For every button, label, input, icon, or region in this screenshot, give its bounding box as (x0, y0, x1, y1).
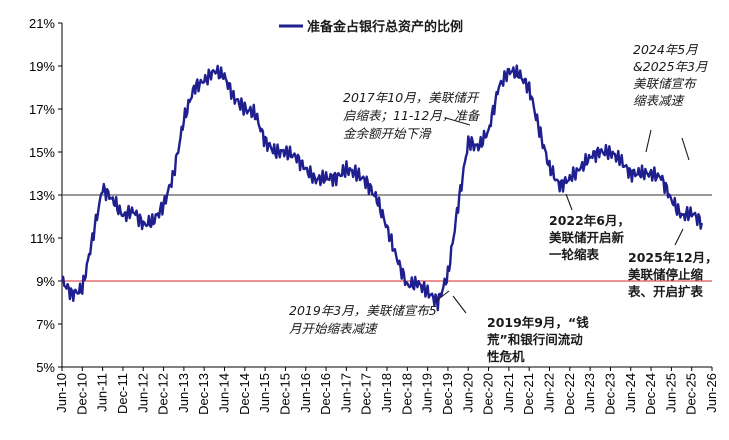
y-tick-label: 21% (29, 16, 55, 31)
annotation-marker (681, 137, 690, 161)
annotation-marker (435, 290, 450, 302)
x-tick-label: Dec-23 (602, 373, 617, 415)
annotations: 2017年10月，美联储开启缩表；11-12月，准备金余额开始下滑 2024年5月… (289, 42, 718, 364)
annotation-line: 2022年6月， (549, 213, 630, 228)
annotation-line: 美联储停止缩 (628, 267, 704, 282)
x-tick-label: Jun-10 (54, 373, 69, 413)
annotation-marker (674, 228, 684, 246)
x-tick-label: Jun-22 (542, 373, 557, 413)
y-tick-label: 15% (29, 145, 55, 160)
x-tick-label: Dec-25 (684, 373, 699, 415)
annotation-line: 2017年10月，美联储开 (343, 90, 480, 105)
x-tick-label: Jun-21 (501, 373, 516, 413)
annotation-1: 2017年10月，美联储开启缩表；11-12月，准备金余额开始下滑 (343, 90, 481, 141)
annotation-line: 2019年9月，“钱 (487, 315, 589, 330)
annotation-marker (565, 193, 573, 211)
series-line (60, 64, 703, 312)
annotation-marker (645, 129, 652, 153)
y-tick-label: 5% (36, 360, 55, 375)
legend-label: 准备金占银行总资产的比例 (307, 19, 463, 35)
x-tick-label: Dec-18 (399, 373, 414, 415)
y-tick-label: 7% (36, 317, 55, 332)
annotation-marker (445, 117, 471, 126)
x-tick-label: Jun-17 (338, 373, 353, 413)
x-tick-label: Jun-25 (663, 373, 678, 413)
legend: 准备金占银行总资产的比例 (279, 19, 463, 35)
x-tick-label: Jun-20 (460, 373, 475, 413)
annotation-line: 2024年5月 (633, 42, 698, 57)
x-tick-label: Dec-21 (521, 373, 536, 415)
x-tick-label: Dec-19 (440, 373, 455, 415)
series-layer (60, 64, 703, 312)
annotation-line: 金余额开始下滑 (343, 126, 432, 141)
x-tick-label: Jun-24 (623, 373, 638, 413)
x-tick-label: Dec-12 (156, 373, 171, 415)
x-tick-label: Jun-15 (257, 373, 272, 413)
x-tick-label: Dec-17 (359, 373, 374, 415)
x-tick-label: Dec-16 (318, 373, 333, 415)
x-tick-label: Jun-23 (582, 373, 597, 413)
x-tick-label: Dec-24 (643, 373, 658, 415)
annotation-marker (452, 295, 467, 314)
x-tick-label: Jun-16 (298, 373, 313, 413)
reference-lines (62, 194, 712, 282)
annotation-3: 2022年6月， 美联储开启新一轮缩表 (549, 213, 630, 262)
annotation-line: &2025年3月 (633, 59, 708, 74)
x-tick-label: Dec-10 (74, 373, 89, 415)
x-tick-label: Jun-19 (420, 373, 435, 413)
annotation-line: 月开始缩表减速 (289, 321, 379, 336)
x-tick-label: Dec-20 (481, 373, 496, 415)
x-tick-label: Jun-13 (176, 373, 191, 413)
x-tick-label: Dec-13 (196, 373, 211, 415)
annotation-2: 2024年5月&2025年3月美联储宣布缩表减速 (633, 42, 708, 108)
x-tick-label: Dec-14 (237, 373, 252, 415)
annotation-line: 2025年12月， (628, 250, 718, 265)
x-tick-label: Dec-11 (115, 373, 130, 414)
annotation-line: 美联储宣布 (633, 76, 697, 91)
x-tick-label: Jun-14 (217, 373, 232, 413)
y-tick-label: 17% (29, 102, 55, 117)
annotation-line: 美联储开启新 (549, 230, 625, 245)
annotation-4: 2025年12月， 美联储停止缩表、开启扩表 (627, 250, 718, 299)
annotation-line: 2019年3月，美联储宣布5 (289, 303, 437, 318)
x-tick-label: Jun-18 (379, 373, 394, 413)
annotation-line: 荒”和银行间流动 (486, 332, 583, 347)
x-tick-label: Dec-15 (277, 373, 292, 415)
annotation-line: 一轮缩表 (549, 247, 600, 262)
annotation-5: 2019年3月，美联储宣布5 月开始缩表减速 (289, 303, 437, 336)
y-tick-label: 19% (29, 59, 55, 74)
annotation-line: 缩表减速 (633, 93, 686, 108)
y-tick-label: 13% (29, 188, 55, 203)
x-tick-label: Jun-26 (704, 373, 719, 413)
annotation-line: 性危机 (486, 349, 525, 364)
x-tick-label: Jun-12 (135, 373, 150, 413)
x-tick-label: Jun-11 (95, 373, 110, 412)
annotation-6: 2019年9月，“钱荒”和银行间流动性危机 (486, 315, 589, 364)
x-tick-label: Dec-22 (562, 373, 577, 415)
axes: 5% 7% 9% 11% 13% 15% 17% 19% 21% Jun-10 Dec-10 Jun-… (29, 16, 719, 415)
y-tick-label: 9% (36, 274, 55, 289)
annotation-line: 启缩表；11-12月，准备 (343, 108, 481, 123)
y-tick-label: 11% (30, 231, 55, 246)
annotation-line: 表、开启扩表 (627, 284, 704, 299)
